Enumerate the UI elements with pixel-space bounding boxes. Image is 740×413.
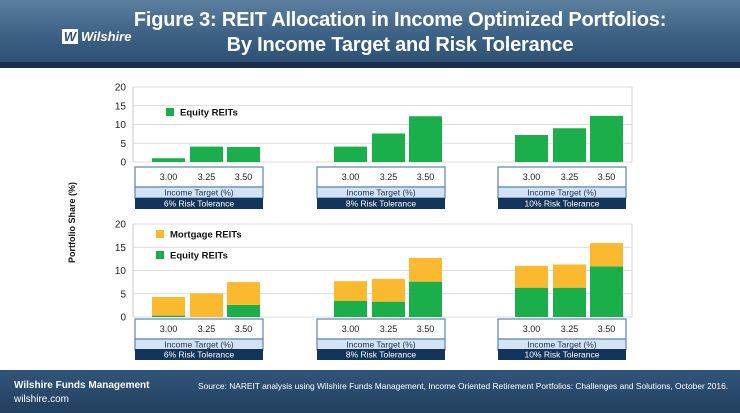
y-tick-label: 10 xyxy=(115,120,127,131)
bar-equity-reits xyxy=(334,146,367,162)
bar-mortgage-reits xyxy=(190,293,223,317)
legend-swatch xyxy=(166,108,174,116)
x-tick-label: 3.50 xyxy=(417,324,435,334)
risk-tolerance-label: 8% Risk Tolerance xyxy=(346,199,417,209)
x-tick-label: 3.25 xyxy=(380,172,398,182)
wilshire-logo-mark: W xyxy=(62,28,78,44)
y-tick-label: 15 xyxy=(115,101,127,112)
legend-swatch xyxy=(156,230,164,238)
x-tick-label: 3.00 xyxy=(523,324,541,334)
legend-swatch xyxy=(156,251,164,259)
page-title-line2: By Income Target and Risk Tolerance xyxy=(226,34,574,56)
x-axis-label: Income Target (%) xyxy=(346,340,415,350)
bar-equity-reits xyxy=(372,133,405,162)
bar-equity-reits xyxy=(227,147,260,162)
bar-equity-reits xyxy=(227,304,260,317)
risk-tolerance-band xyxy=(317,349,445,360)
y-tick-label: 0 xyxy=(120,158,126,169)
bar-equity-reits xyxy=(553,128,586,162)
risk-tolerance-band xyxy=(498,198,626,209)
bar-mortgage-reits xyxy=(590,243,623,267)
bar-equity-reits xyxy=(152,315,185,317)
risk-tolerance-band xyxy=(317,198,445,209)
y-tick-label: 5 xyxy=(120,139,126,150)
x-tick-label: 3.00 xyxy=(342,324,360,334)
footer: Wilshire Funds Management wilshire.com S… xyxy=(0,370,740,413)
x-tick-label: 3.25 xyxy=(380,324,398,334)
bar-mortgage-reits xyxy=(372,278,405,302)
risk-tolerance-band xyxy=(498,349,626,360)
footer-source: Source: NAREIT analysis using Wilshire F… xyxy=(198,381,729,391)
bar-equity-reits xyxy=(372,301,405,317)
bar-equity-reits xyxy=(190,146,223,162)
bar-mortgage-reits xyxy=(227,282,260,305)
y-tick-label: 20 xyxy=(115,83,127,94)
bar-equity-reits xyxy=(334,300,367,317)
y-tick-label: 10 xyxy=(115,266,127,277)
y-tick-label: 5 xyxy=(120,289,126,300)
risk-tolerance-band xyxy=(135,349,263,360)
risk-tolerance-label: 6% Risk Tolerance xyxy=(164,199,235,209)
x-axis-label: Income Target (%) xyxy=(527,188,596,198)
x-axis-label: Income Target (%) xyxy=(346,188,415,198)
bar-equity-reits xyxy=(409,116,442,162)
bar-mortgage-reits xyxy=(334,281,367,301)
legend-label: Equity REITs xyxy=(180,108,238,119)
legend-label: Mortgage REITs xyxy=(170,230,242,241)
risk-tolerance-label: 8% Risk Tolerance xyxy=(346,350,417,360)
x-tick-label: 3.00 xyxy=(342,172,360,182)
wilshire-logo-text: Wilshire xyxy=(81,28,132,44)
bar-mortgage-reits xyxy=(515,265,548,288)
bar-equity-reits xyxy=(590,115,623,162)
x-tick-label: 3.00 xyxy=(160,172,178,182)
bar-equity-reits xyxy=(515,287,548,317)
wilshire-logo: W Wilshire xyxy=(62,27,131,45)
header-banner: Figure 3: REIT Allocation in Income Opti… xyxy=(0,0,740,62)
x-tick-label: 3.00 xyxy=(160,324,178,334)
risk-tolerance-label: 6% Risk Tolerance xyxy=(164,350,235,360)
page-title-line1: Figure 3: REIT Allocation in Income Opti… xyxy=(133,9,667,31)
bar-equity-reits xyxy=(590,266,623,317)
chart-panel-2: 0 5 10 15 20 Mortgage REITs Equity REITs Income… xyxy=(115,220,633,360)
bar-equity-reits xyxy=(553,287,586,317)
bar-equity-reits xyxy=(409,281,442,317)
risk-tolerance-label: 10% Risk Tolerance xyxy=(525,199,600,209)
x-tick-label: 3.50 xyxy=(598,324,616,334)
x-tick-label: 3.00 xyxy=(523,172,541,182)
x-tick-label: 3.25 xyxy=(561,324,579,334)
legend-label: Equity REITs xyxy=(170,251,228,262)
x-tick-label: 3.25 xyxy=(561,172,579,182)
x-tick-label: 3.25 xyxy=(198,324,216,334)
y-tick-label: 0 xyxy=(120,313,126,324)
x-tick-label: 3.50 xyxy=(417,172,435,182)
bar-mortgage-reits xyxy=(152,297,185,316)
bar-mortgage-reits xyxy=(553,264,586,288)
x-axis-label: Income Target (%) xyxy=(164,340,233,350)
x-axis-label: Income Target (%) xyxy=(527,340,596,350)
bar-equity-reits xyxy=(515,135,548,162)
x-tick-label: 3.50 xyxy=(235,324,253,334)
x-tick-label: 3.50 xyxy=(598,172,616,182)
y-tick-label: 20 xyxy=(115,220,127,231)
x-axis-label: Income Target (%) xyxy=(164,188,233,198)
risk-tolerance-label: 10% Risk Tolerance xyxy=(525,350,600,360)
x-tick-label: 3.25 xyxy=(198,172,216,182)
header-divider xyxy=(0,62,740,68)
x-tick-label: 3.50 xyxy=(235,172,253,182)
footer-website: wilshire.com xyxy=(14,394,70,405)
risk-tolerance-band xyxy=(135,198,263,209)
footer-company: Wilshire Funds Management xyxy=(14,380,150,391)
bar-mortgage-reits xyxy=(409,257,442,282)
bar-equity-reits xyxy=(152,158,185,162)
y-tick-label: 15 xyxy=(115,243,127,254)
